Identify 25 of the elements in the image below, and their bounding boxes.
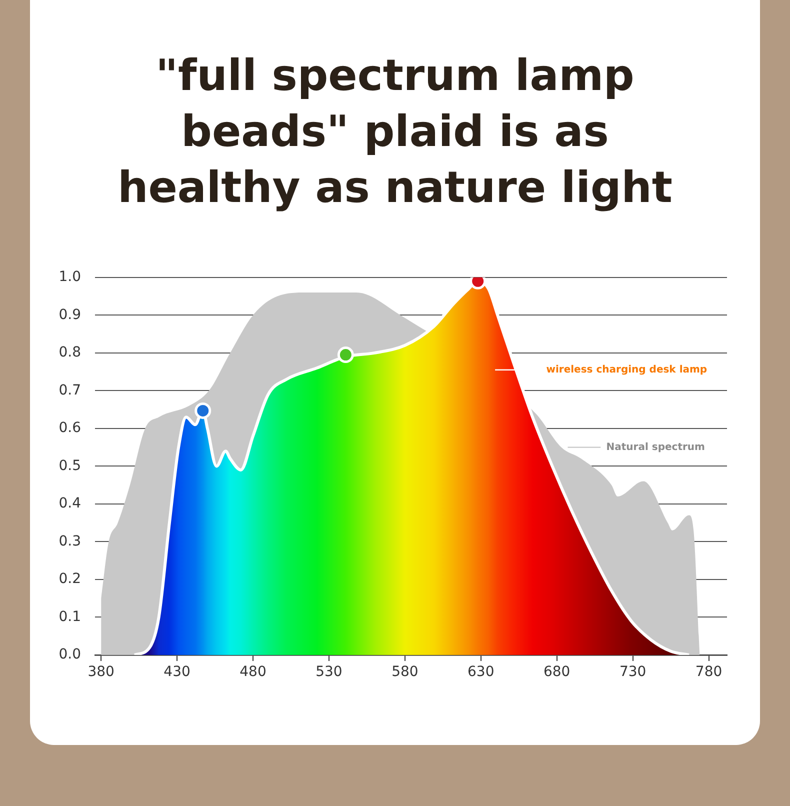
y-tick-label: 0.6 xyxy=(58,420,82,436)
x-tick-label: 580 xyxy=(392,664,418,680)
y-tick-label: 0.1 xyxy=(58,608,81,625)
point xyxy=(337,346,354,364)
x-tick-label: 380 xyxy=(88,664,114,680)
point xyxy=(194,402,212,419)
x-tick-label: 680 xyxy=(543,664,570,680)
y-tick-label: 0.7 xyxy=(58,382,81,398)
legend-label: Natural spectrum xyxy=(606,442,705,453)
x-tick-label: 730 xyxy=(619,664,646,680)
y-tick-label: 0.9 xyxy=(58,306,81,323)
x-tick-label: 530 xyxy=(316,664,342,680)
y-tick-label: 0.4 xyxy=(58,496,82,512)
y-tick-label: 0.3 xyxy=(58,533,81,550)
x-tick-label: 480 xyxy=(240,664,266,680)
y-tick-label: 0.2 xyxy=(58,571,81,588)
x-tick-label: 630 xyxy=(468,664,494,680)
chart-title: "full spectrum lamp beads" plaid is as healthy as nature light xyxy=(116,50,674,215)
y-tick-label: 1.0 xyxy=(58,269,81,286)
x-tick-label: 430 xyxy=(164,664,190,680)
x-tick-label: 780 xyxy=(695,664,722,680)
legend-label: wireless charging desk lamp xyxy=(546,364,708,376)
y-tick-label: 0.0 xyxy=(58,646,81,663)
y-tick-label: 0.8 xyxy=(58,344,81,361)
y-tick-label: 0.5 xyxy=(58,458,81,474)
